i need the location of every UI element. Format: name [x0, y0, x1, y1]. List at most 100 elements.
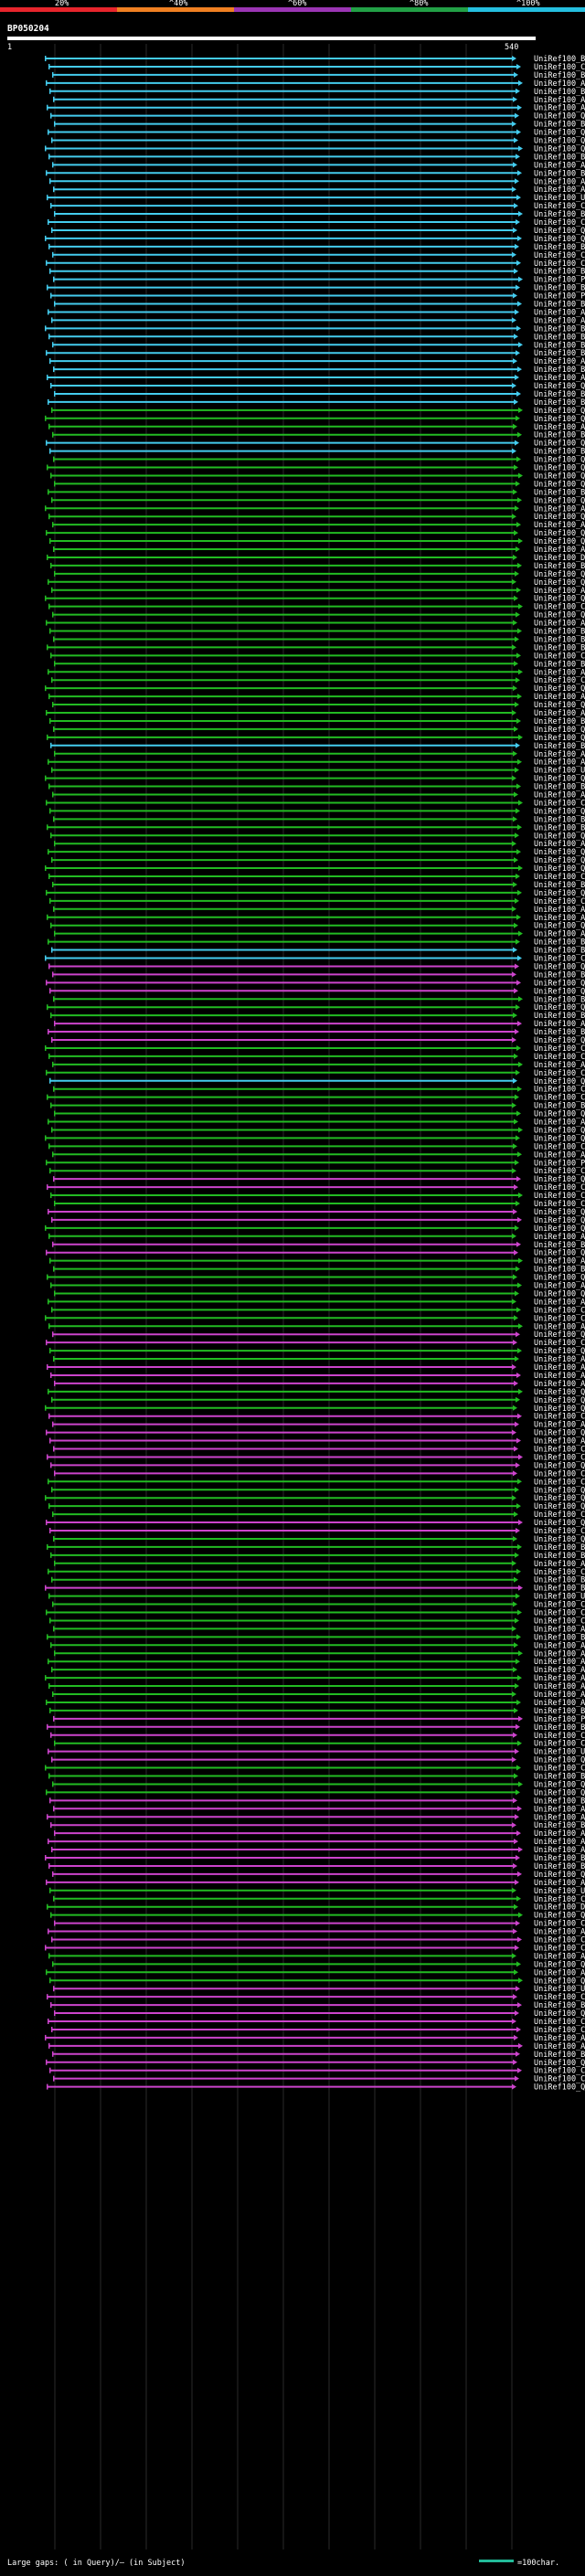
- hit-row[interactable]: UniRef100_B5IS33: [48, 488, 585, 497]
- hit-label[interactable]: UniRef100_C6DHS9: [534, 1732, 585, 1741]
- hit-label[interactable]: UniRef100_A6ZY14: [534, 1150, 585, 1160]
- hit-label[interactable]: UniRef100_A6W6M9: [534, 1658, 585, 1667]
- hit-row[interactable]: UniRef100_Q2Y8S9: [53, 1535, 585, 1544]
- hit-row[interactable]: UniRef100_Q7VZ67: [45, 775, 585, 784]
- hit-label[interactable]: UniRef100_B9YTU2: [534, 398, 585, 408]
- hit-label[interactable]: UniRef100_B6JZ29: [534, 1854, 585, 1863]
- hit-label[interactable]: UniRef100_C4U2H4: [534, 1453, 585, 1462]
- hit-label[interactable]: UniRef100_B9BAH7: [534, 938, 585, 948]
- hit-row[interactable]: UniRef100_Q932B6: [47, 734, 585, 743]
- hit-label[interactable]: UniRef100_C1NWC3: [534, 1920, 585, 1929]
- hit-label[interactable]: UniRef100_C1DH21: [534, 1339, 585, 1348]
- hit-label[interactable]: UniRef100_Q2Y8S9: [534, 1535, 585, 1544]
- hit-row[interactable]: UniRef100_Q7V8B4: [51, 496, 585, 505]
- hit-row[interactable]: UniRef100_A8JC21: [46, 620, 585, 629]
- hit-row[interactable]: UniRef100_Q8YSE4: [50, 472, 585, 481]
- hit-label[interactable]: UniRef100_A6VD27: [534, 1649, 585, 1659]
- hit-label[interactable]: UniRef100_C1RGR1: [534, 260, 585, 269]
- hit-row[interactable]: UniRef100_Q9ZQ08: [54, 1110, 585, 1119]
- hit-label[interactable]: UniRef100_C2T104: [534, 1765, 585, 1774]
- hit-label[interactable]: UniRef100_B0C8L9: [534, 284, 585, 293]
- hit-label[interactable]: UniRef100_A5BST2: [534, 186, 585, 195]
- hit-label[interactable]: UniRef100_B8AP06: [534, 742, 585, 751]
- hit-row[interactable]: UniRef100_B4S1F1: [50, 2001, 585, 2010]
- hit-label[interactable]: UniRef100_A0M9Y2: [534, 1560, 585, 1569]
- hit-row[interactable]: UniRef100_B6JZ29: [45, 1854, 585, 1863]
- hit-label[interactable]: UniRef100_Q7V8B4: [534, 496, 585, 505]
- hit-row[interactable]: UniRef100_Q2JQ97: [48, 848, 585, 857]
- hit-row[interactable]: UniRef100_C7R7W3: [54, 1200, 585, 1209]
- hit-row[interactable]: UniRef100_Q01698: [46, 889, 585, 898]
- hit-row[interactable]: UniRef100_C4L813: [47, 1094, 585, 1103]
- hit-label[interactable]: UniRef100_A9V3V0: [534, 1061, 585, 1070]
- hit-row[interactable]: UniRef100_C3B1E7: [49, 1527, 585, 1536]
- hit-row[interactable]: UniRef100_B1X527: [53, 635, 585, 644]
- hit-label[interactable]: UniRef100_A5IDL1: [534, 1020, 585, 1029]
- hit-label[interactable]: UniRef100_B1Q4Q4: [534, 1773, 585, 1782]
- hit-label[interactable]: UniRef100_A4RS93: [534, 906, 585, 915]
- hit-row[interactable]: UniRef100_B1YMQ7: [50, 1821, 585, 1830]
- hit-row[interactable]: UniRef100_UPI000...: [48, 1593, 585, 1602]
- hit-label[interactable]: UniRef100_A3Z191: [534, 521, 585, 530]
- hit-row[interactable]: UniRef100_Q9KLF3: [45, 1494, 585, 1503]
- hit-label[interactable]: UniRef100_C3AUB7: [534, 1740, 585, 1749]
- hit-row[interactable]: UniRef100_P32347: [46, 1159, 585, 1168]
- hit-row[interactable]: UniRef100_C3HVU5: [54, 1469, 585, 1479]
- hit-label[interactable]: UniRef100_Q5ZIY0: [534, 987, 585, 996]
- hit-label[interactable]: UniRef100_B8N1F1: [534, 1797, 585, 1806]
- hit-row[interactable]: UniRef100_A8HT53: [48, 1298, 585, 1307]
- hit-row[interactable]: UniRef100_Q1J2H7: [49, 1347, 585, 1356]
- hit-row[interactable]: UniRef100_A5IDL1: [54, 1020, 585, 1029]
- hit-label[interactable]: UniRef100_Q3AWN7: [534, 1780, 585, 1789]
- hit-label[interactable]: UniRef100_Q8KAW2: [534, 1330, 585, 1340]
- hit-label[interactable]: UniRef100_B3DHV5: [534, 1585, 585, 1594]
- hit-label[interactable]: UniRef100_Q4X8N0: [534, 962, 585, 971]
- hit-label[interactable]: UniRef100_Q5F9N1: [534, 1977, 585, 1986]
- hit-label[interactable]: UniRef100_C7QVG7: [534, 218, 585, 228]
- hit-label[interactable]: UniRef100_C1GSP7: [534, 251, 585, 260]
- hit-row[interactable]: UniRef100_Q9AIF1: [51, 1216, 585, 1225]
- hit-label[interactable]: UniRef100_B8BTK9: [534, 823, 585, 832]
- hit-label[interactable]: UniRef100_Q3I8V1: [534, 701, 585, 710]
- hit-row[interactable]: UniRef100_C2T104: [45, 1765, 585, 1774]
- hit-label[interactable]: UniRef100_C6NIF2: [534, 1183, 585, 1193]
- hit-row[interactable]: UniRef100_A0Q5X1: [53, 1805, 585, 1814]
- hit-label[interactable]: UniRef100_Q46LW7: [534, 611, 585, 620]
- hit-label[interactable]: UniRef100_C0DRU2: [534, 1314, 585, 1323]
- hit-label[interactable]: UniRef100_Q2C085: [534, 1388, 585, 1397]
- hit-label[interactable]: UniRef100_Q7VZ67: [534, 775, 585, 784]
- hit-label[interactable]: UniRef100_B4BMX0: [534, 243, 585, 252]
- hit-label[interactable]: UniRef100_Q21PY2: [534, 1208, 585, 1217]
- hit-label[interactable]: UniRef100_B4B961: [534, 431, 585, 440]
- hit-label[interactable]: UniRef100_P54224: [534, 292, 585, 302]
- hit-label[interactable]: UniRef100_B9R074: [534, 660, 585, 669]
- hit-label[interactable]: UniRef100_C6TEE8: [534, 63, 585, 72]
- hit-label[interactable]: UniRef100_B1YMQ7: [534, 1821, 585, 1830]
- hit-row[interactable]: UniRef100_B7JWE0: [54, 210, 585, 219]
- hit-label[interactable]: UniRef100_A8JC21: [534, 620, 585, 629]
- hit-row[interactable]: UniRef100_Q9F546: [51, 1756, 585, 1765]
- hit-row[interactable]: UniRef100_A4S6N6: [53, 1355, 585, 1364]
- hit-row[interactable]: UniRef100_B6TG22: [52, 881, 585, 890]
- hit-label[interactable]: UniRef100_B5IS33: [534, 488, 585, 497]
- hit-label[interactable]: UniRef100_B4FCV6: [534, 947, 585, 956]
- hit-row[interactable]: UniRef100_UPI000...: [53, 1985, 585, 1994]
- hit-label[interactable]: UniRef100_Q8YSE4: [534, 472, 585, 481]
- hit-label[interactable]: UniRef100_Q3AF27: [534, 382, 585, 391]
- hit-label[interactable]: UniRef100_P32347: [534, 1159, 585, 1168]
- hit-label[interactable]: UniRef100_UPI000...: [534, 1748, 585, 1757]
- hit-row[interactable]: UniRef100_Q3I8V1: [52, 701, 585, 710]
- hit-row[interactable]: UniRef100_C5W041: [53, 2075, 585, 2084]
- hit-row[interactable]: UniRef100_C7I2L2: [51, 2026, 585, 2035]
- hit-row[interactable]: UniRef100_Q4KJ14: [51, 1486, 585, 1495]
- hit-row[interactable]: UniRef100_A4S5W0: [48, 308, 585, 317]
- hit-label[interactable]: UniRef100_B9IP16: [534, 88, 585, 97]
- hit-label[interactable]: UniRef100_Q4KJ14: [534, 1486, 585, 1495]
- hit-row[interactable]: UniRef100_A6F3W4: [52, 1691, 585, 1700]
- hit-row[interactable]: UniRef100_B8BTK9: [47, 823, 585, 832]
- hit-row[interactable]: UniRef100_B6QNT2: [53, 1266, 585, 1275]
- hit-label[interactable]: UniRef100_B7K0A4: [534, 324, 585, 334]
- hit-row[interactable]: UniRef100_Q3LJF4: [51, 1126, 585, 1135]
- hit-row[interactable]: UniRef100_A6YMU9: [49, 357, 585, 366]
- hit-label[interactable]: UniRef100_Q065V4: [534, 595, 585, 604]
